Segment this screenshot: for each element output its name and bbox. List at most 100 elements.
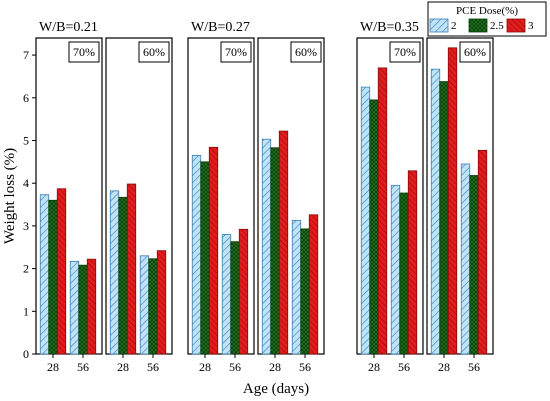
x-tick-label: 28: [199, 360, 211, 374]
bar: [39, 194, 50, 355]
bar: [460, 163, 471, 355]
panel: 70% 28 56: [187, 37, 255, 374]
panel-frame: [356, 37, 424, 355]
panel: 60% 28 56: [426, 37, 494, 374]
bar: [208, 146, 219, 355]
x-tick-label: 28: [269, 360, 281, 374]
panel-frame: [187, 37, 255, 355]
y-tick-label: 3: [23, 219, 29, 233]
panel-label: 60%: [464, 45, 486, 59]
legend-title: PCE Dose(%): [456, 5, 518, 17]
bar: [156, 250, 167, 355]
x-tick-label: 56: [147, 360, 159, 374]
bar: [56, 188, 67, 355]
bar: [291, 219, 302, 355]
group-label: W/B=0.27: [191, 20, 250, 35]
bar: [230, 241, 240, 355]
bar: [86, 258, 97, 355]
legend-label: 2.5: [490, 20, 504, 32]
bar: [278, 130, 289, 355]
panel-frame: [105, 37, 173, 355]
bar: [270, 147, 280, 355]
x-tick-label: 28: [368, 360, 380, 374]
panel: 70% 28 56: [35, 37, 103, 374]
bar: [390, 184, 401, 355]
legend-label: 2: [451, 20, 457, 32]
panel-label-box: [290, 41, 322, 63]
panel-label: 70%: [394, 45, 416, 59]
x-tick-label: 56: [299, 360, 311, 374]
y-tick-label: 5: [23, 133, 29, 147]
legend-swatch: [506, 18, 526, 33]
bar: [439, 81, 449, 355]
x-tick-label: 28: [47, 360, 59, 374]
panel: 70% 28 56: [356, 37, 424, 374]
panel-label-box: [220, 41, 252, 63]
group-label-bg: [36, 14, 110, 36]
group-label-bg: [357, 14, 431, 36]
bar: [148, 258, 158, 355]
legend-swatch: [468, 18, 488, 33]
group-label-bg: [188, 14, 262, 36]
bar: [261, 138, 272, 355]
bar: [360, 86, 371, 355]
bar: [69, 260, 80, 355]
bar: [221, 234, 232, 355]
bar: [126, 183, 137, 355]
panel-label-box: [138, 41, 170, 63]
bar: [200, 161, 210, 355]
group-1: W/B=0.21 70% 28 56 60% 28 56: [35, 14, 173, 374]
panel-label-box: [389, 41, 421, 63]
y-tick-label: 4: [23, 176, 29, 190]
y-axis-ticks: 0 1 2 3 4 5 6 7: [23, 48, 36, 361]
x-tick-label: 28: [438, 360, 450, 374]
panel-label: 60%: [143, 45, 165, 59]
y-tick-label: 1: [23, 304, 29, 318]
x-tick-label: 56: [229, 360, 241, 374]
bar: [407, 170, 418, 355]
x-tick-label: 28: [117, 360, 129, 374]
bar: [477, 149, 488, 355]
panel-label: 70%: [225, 45, 247, 59]
panel-label-box: [68, 41, 100, 63]
bar: [430, 68, 441, 355]
bar: [399, 192, 409, 355]
group-label: W/B=0.35: [360, 20, 419, 35]
bar: [139, 255, 150, 355]
panel: 60% 28 56: [257, 37, 325, 374]
x-tick-label: 56: [77, 360, 89, 374]
panel-frame: [35, 37, 103, 355]
x-axis-title: Age (days): [243, 381, 309, 397]
legend-swatch: [429, 18, 449, 33]
bar: [78, 264, 88, 355]
bar: [238, 228, 249, 355]
bar: [191, 155, 202, 355]
y-axis: 0 1 2 3 4 5 6 7 Weight loss (%): [2, 48, 36, 361]
group-label: W/B=0.21: [39, 20, 98, 35]
y-tick-label: 6: [23, 91, 29, 105]
x-tick-label: 56: [398, 360, 410, 374]
legend-items: 2 2.5 3: [429, 18, 534, 33]
x-tick-label: 56: [468, 360, 480, 374]
panel-label: 70%: [73, 45, 95, 59]
legend: PCE Dose(%) 2 2.5 3: [427, 1, 547, 37]
bar: [109, 190, 120, 355]
panel-frame: [257, 37, 325, 355]
bar: [300, 228, 310, 355]
bar: [469, 175, 479, 355]
y-tick-label: 2: [23, 262, 29, 276]
bar: [48, 199, 58, 355]
bar: [308, 214, 319, 355]
bar: [377, 67, 388, 355]
y-axis-title: Weight loss (%): [2, 148, 18, 244]
group-3: W/B=0.35 70% 28 56 60% 28 56: [356, 14, 494, 374]
y-tick-label: 7: [23, 48, 29, 62]
panel-frame: [426, 37, 494, 355]
bar: [118, 196, 128, 355]
bar: [369, 99, 379, 355]
panel: 60% 28 56: [105, 37, 173, 374]
panel-label: 60%: [295, 45, 317, 59]
legend-label: 3: [528, 20, 534, 32]
